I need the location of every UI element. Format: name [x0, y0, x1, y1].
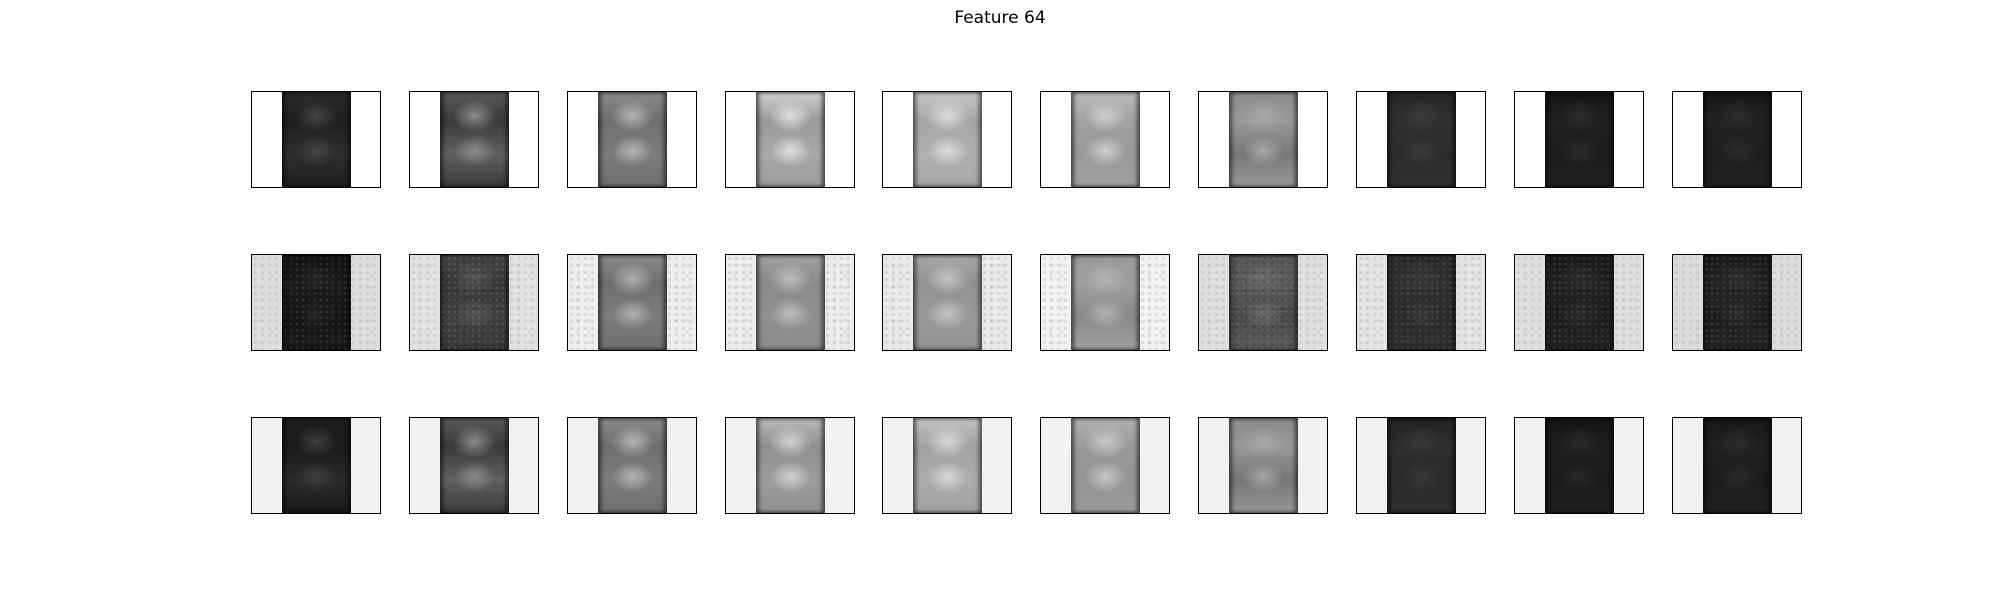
activation-map [440, 418, 509, 513]
activation-map [913, 418, 982, 513]
activation-map [913, 92, 982, 187]
feature-map-panel [1514, 91, 1644, 188]
feature-map-panel [1198, 417, 1328, 514]
feature-map-panel [882, 417, 1012, 514]
activation-noise [1545, 255, 1614, 350]
activation-map [1545, 255, 1614, 350]
feature-map-panel [725, 417, 855, 514]
activation-map [1545, 92, 1614, 187]
feature-map-panel [1672, 91, 1802, 188]
activation-noise [282, 255, 351, 350]
activation-map [1703, 255, 1772, 350]
activation-map [1071, 255, 1140, 350]
feature-map-panel [1672, 417, 1802, 514]
feature-map-panel [409, 254, 539, 351]
activation-map [1703, 418, 1772, 513]
activation-map [598, 418, 667, 513]
feature-map-panel [251, 417, 381, 514]
feature-map-panel [1356, 417, 1486, 514]
activation-map [440, 92, 509, 187]
activation-map [282, 418, 351, 513]
activation-map [1387, 92, 1456, 187]
feature-map-panel [409, 91, 539, 188]
activation-map [1387, 418, 1456, 513]
activation-map [1703, 92, 1772, 187]
feature-map-panel [567, 417, 697, 514]
activation-noise [1387, 255, 1456, 350]
activation-map [1545, 418, 1614, 513]
activation-map [756, 92, 825, 187]
activation-map [1229, 92, 1298, 187]
activation-noise [440, 255, 509, 350]
activation-map [756, 418, 825, 513]
feature-map-panel [1040, 91, 1170, 188]
activation-map [1071, 92, 1140, 187]
feature-map-panel [1356, 254, 1486, 351]
activation-noise [1229, 255, 1298, 350]
activation-map [756, 255, 825, 350]
feature-map-panel [1356, 91, 1486, 188]
activation-noise [1703, 255, 1772, 350]
feature-map-panel [251, 91, 381, 188]
feature-map-panel [1514, 254, 1644, 351]
activation-map [598, 92, 667, 187]
activation-map [282, 92, 351, 187]
activation-map [1229, 255, 1298, 350]
activation-map [913, 255, 982, 350]
feature-map-panel [1040, 254, 1170, 351]
feature-map-panel [1198, 91, 1328, 188]
feature-map-panel [1198, 254, 1328, 351]
feature-map-panel [725, 91, 855, 188]
feature-map-panel [1672, 254, 1802, 351]
activation-map [1071, 418, 1140, 513]
feature-map-panel [1514, 417, 1644, 514]
activation-map [440, 255, 509, 350]
activation-map [598, 255, 667, 350]
activation-map [282, 255, 351, 350]
figure-title: Feature 64 [954, 8, 1046, 28]
feature-map-panel [409, 417, 539, 514]
feature-map-panel [567, 91, 697, 188]
feature-map-panel [882, 254, 1012, 351]
feature-map-panel [1040, 417, 1170, 514]
feature-map-panel [251, 254, 381, 351]
activation-map [1229, 418, 1298, 513]
feature-map-panel [882, 91, 1012, 188]
activation-map [1387, 255, 1456, 350]
feature-map-panel [567, 254, 697, 351]
feature-map-panel [725, 254, 855, 351]
